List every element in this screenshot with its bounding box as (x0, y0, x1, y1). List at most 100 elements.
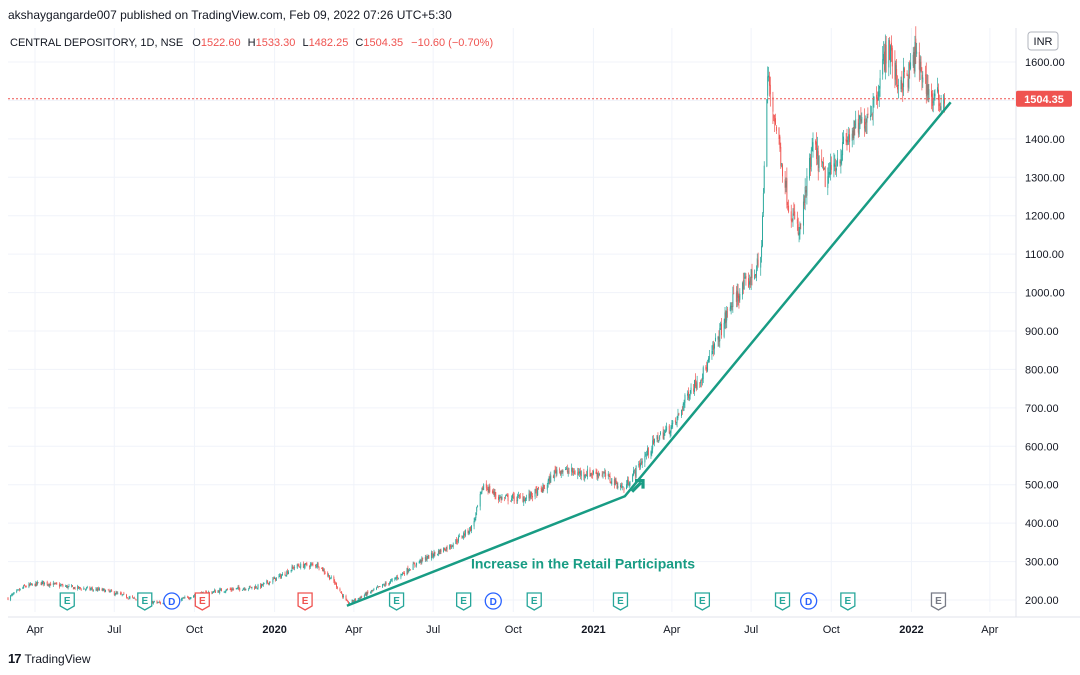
candle[interactable] (86, 585, 88, 589)
candle[interactable] (683, 399, 685, 411)
candle[interactable] (292, 565, 294, 569)
candle[interactable] (579, 468, 580, 477)
candle[interactable] (572, 467, 573, 476)
candle[interactable] (708, 356, 709, 364)
candle[interactable] (644, 451, 646, 467)
candle[interactable] (286, 570, 288, 577)
candle[interactable] (816, 136, 818, 165)
candle[interactable] (184, 595, 186, 599)
candle[interactable] (396, 574, 398, 581)
candle[interactable] (597, 472, 599, 481)
candle[interactable] (768, 66, 770, 82)
candle[interactable] (524, 496, 526, 502)
candle[interactable] (493, 488, 495, 497)
candle[interactable] (7, 597, 9, 601)
candle[interactable] (522, 492, 524, 503)
candle[interactable] (939, 102, 941, 111)
candle[interactable] (646, 450, 648, 460)
candle[interactable] (255, 585, 257, 589)
candle[interactable] (681, 406, 683, 415)
candle[interactable] (620, 482, 622, 489)
candle[interactable] (511, 495, 513, 503)
candle[interactable] (96, 587, 98, 592)
candle[interactable] (725, 310, 727, 330)
candle[interactable] (462, 535, 464, 539)
candle[interactable] (882, 46, 884, 80)
candle[interactable] (674, 417, 676, 425)
candle[interactable] (363, 594, 365, 599)
candle[interactable] (235, 588, 237, 590)
event-marker-earnings[interactable]: E (694, 592, 711, 611)
candle[interactable] (457, 534, 459, 544)
candle[interactable] (29, 582, 31, 587)
candle[interactable] (400, 573, 402, 580)
candle[interactable] (656, 434, 658, 443)
candle[interactable] (261, 583, 262, 589)
candle[interactable] (471, 524, 472, 534)
candle[interactable] (617, 482, 619, 490)
candle[interactable] (913, 46, 915, 74)
candle[interactable] (248, 588, 249, 592)
candle[interactable] (690, 383, 692, 395)
candle[interactable] (705, 365, 707, 371)
candle[interactable] (334, 579, 336, 585)
candle[interactable] (267, 580, 269, 585)
candle[interactable] (806, 168, 808, 205)
event-marker-earnings[interactable]: E (388, 592, 405, 611)
candle[interactable] (370, 589, 372, 594)
candle[interactable] (547, 478, 549, 488)
candle[interactable] (873, 96, 875, 108)
candle[interactable] (688, 394, 690, 402)
candle[interactable] (73, 586, 75, 590)
candle[interactable] (402, 572, 404, 576)
candle[interactable] (525, 494, 527, 501)
candle[interactable] (792, 208, 794, 227)
candle[interactable] (799, 221, 801, 240)
candle[interactable] (127, 598, 129, 600)
candle[interactable] (446, 545, 448, 553)
candle[interactable] (857, 110, 859, 138)
candle[interactable] (735, 286, 737, 308)
candle[interactable] (693, 384, 695, 395)
candle[interactable] (854, 120, 856, 136)
candle[interactable] (433, 549, 435, 558)
candle[interactable] (117, 591, 119, 595)
candle[interactable] (815, 139, 817, 151)
candle[interactable] (888, 37, 890, 77)
candle[interactable] (889, 36, 891, 61)
candle[interactable] (818, 155, 820, 173)
candle[interactable] (701, 373, 703, 386)
candle[interactable] (834, 154, 836, 172)
candle[interactable] (714, 342, 716, 355)
candle[interactable] (585, 473, 587, 479)
candle[interactable] (665, 425, 667, 433)
candle[interactable] (379, 586, 381, 588)
candle[interactable] (671, 419, 673, 430)
candle[interactable] (308, 565, 310, 570)
candle[interactable] (261, 583, 263, 587)
candle[interactable] (670, 424, 672, 437)
event-marker-dividend[interactable]: D (799, 592, 818, 610)
candle[interactable] (623, 487, 625, 493)
candle[interactable] (723, 318, 725, 339)
candle[interactable] (28, 582, 30, 589)
candle[interactable] (346, 598, 348, 602)
candle[interactable] (237, 585, 239, 590)
candle[interactable] (22, 586, 24, 590)
candle[interactable] (182, 596, 184, 599)
candle[interactable] (756, 253, 758, 272)
candle[interactable] (803, 195, 805, 210)
candle[interactable] (684, 393, 686, 408)
candle[interactable] (335, 581, 337, 585)
candle[interactable] (652, 435, 654, 454)
candle[interactable] (672, 419, 674, 429)
candle[interactable] (788, 199, 790, 214)
candle[interactable] (809, 153, 810, 181)
candle[interactable] (750, 268, 752, 291)
candle[interactable] (774, 114, 776, 133)
candle[interactable] (406, 567, 408, 576)
candle[interactable] (499, 494, 501, 499)
candle[interactable] (500, 496, 502, 504)
candle[interactable] (50, 581, 52, 586)
